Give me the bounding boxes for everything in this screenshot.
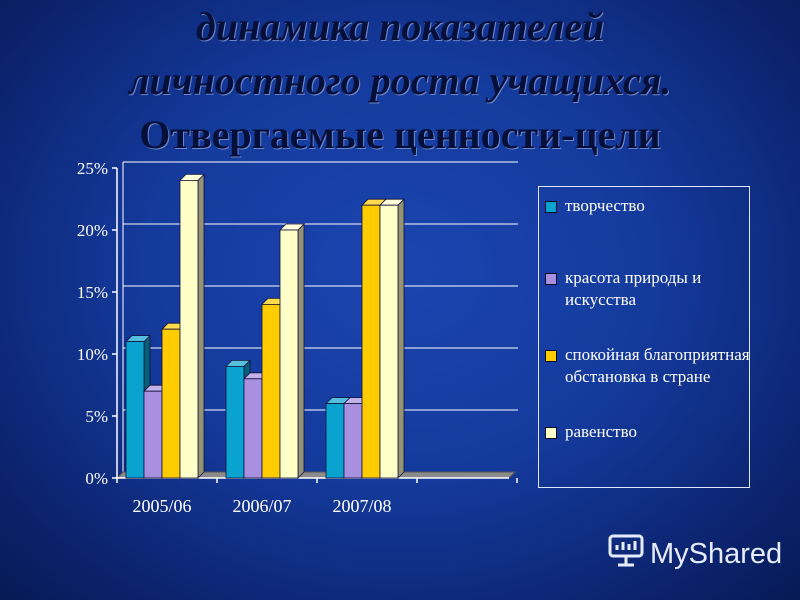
bar (361, 204, 381, 479)
legend-item-calm-situation: спокойная благоприятная обстановка в стр… (545, 344, 750, 388)
bar-side (397, 198, 405, 479)
legend-swatch (545, 427, 557, 439)
bar (161, 328, 181, 479)
bar (179, 179, 199, 479)
slide-title: динамика показателей личностного роста у… (0, 0, 800, 162)
brand-name: MyShared (650, 537, 783, 570)
title-line-2: личностного роста учащихся. (128, 58, 672, 103)
bar (125, 341, 145, 479)
legend-label: равенство (565, 422, 638, 441)
bar (261, 303, 281, 479)
x-tick-label: 2006/07 (232, 496, 291, 516)
y-tick-label: 0% (85, 469, 108, 488)
bar (243, 378, 263, 479)
legend-swatch (545, 201, 557, 213)
bar-side (297, 223, 305, 479)
bar (143, 390, 163, 479)
bar (225, 365, 245, 479)
x-tick-label: 2005/06 (132, 496, 191, 516)
legend-label: спокойная благоприятная обстановка в стр… (565, 345, 750, 386)
legend-label: красота природы и искусства (565, 268, 702, 309)
y-tick-label: 10% (77, 345, 108, 364)
y-tick-label: 15% (77, 283, 108, 302)
x-tick-label: 2007/08 (332, 496, 391, 516)
legend-swatch (545, 350, 557, 362)
title-line-1: динамика показателей (195, 4, 605, 49)
y-tick-label: 5% (85, 407, 108, 426)
presentation-board-icon (608, 533, 644, 575)
legend-swatch (545, 273, 557, 285)
bar (343, 403, 363, 479)
legend-label: творчество (565, 196, 645, 215)
y-tick-label: 25% (77, 159, 108, 178)
legend-item-creativity: творчество (545, 195, 750, 217)
bar-side (197, 173, 205, 479)
bar (325, 403, 345, 479)
legend-item-nature-art: красота природы и искусства (545, 267, 750, 311)
title-line-3: Отвергаемые ценности-цели (139, 112, 661, 157)
brand-logo[interactable]: MyShared (608, 533, 782, 575)
y-tick-label: 20% (77, 221, 108, 240)
legend-item-equality: равенство (545, 421, 750, 443)
chart-legend: творчество красота природы и искусства с… (538, 186, 750, 488)
bar (279, 229, 299, 479)
bar (379, 204, 399, 479)
